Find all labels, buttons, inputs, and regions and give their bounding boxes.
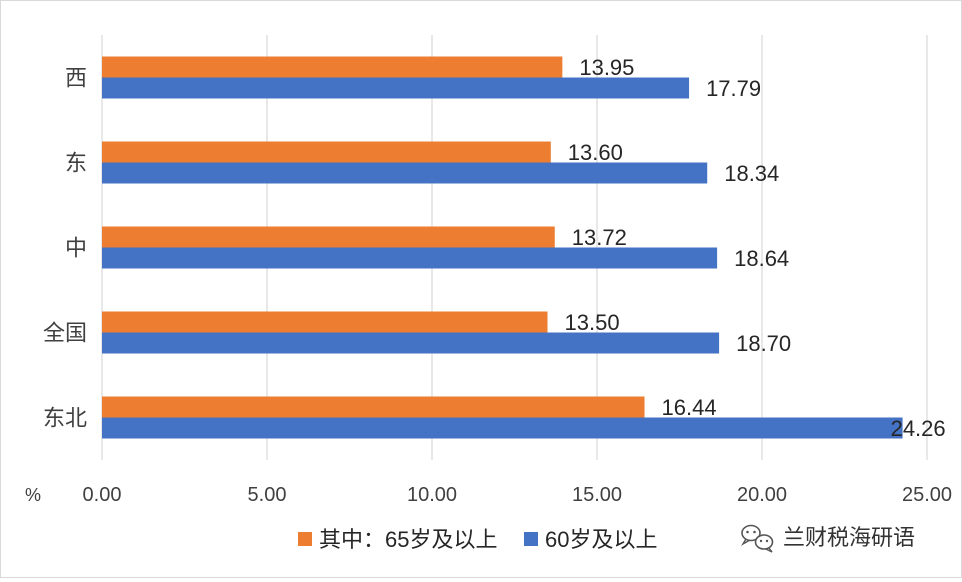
- bar-65plus: [102, 396, 645, 418]
- bars: [102, 56, 903, 439]
- wechat-icon: [741, 524, 774, 553]
- category-label: 全国: [43, 321, 87, 346]
- x-tick-label: 25.00: [902, 484, 952, 506]
- bar-65plus: [102, 56, 563, 78]
- data-label: 13.60: [568, 140, 623, 165]
- bar-60plus: [102, 162, 708, 184]
- bar-60plus: [102, 332, 720, 354]
- data-label: 24.26: [891, 416, 946, 441]
- data-label: 17.79: [706, 76, 761, 101]
- x-tick-label: 0.00: [83, 484, 122, 506]
- category-labels: 东北 全国 中 东 西: [43, 66, 87, 431]
- category-label: 西: [65, 66, 87, 91]
- data-label: 18.64: [734, 246, 789, 271]
- x-tick-label: 15.00: [572, 484, 622, 506]
- bar-60plus: [102, 247, 718, 269]
- data-label: 13.95: [579, 55, 634, 80]
- data-label: 16.44: [662, 395, 717, 420]
- category-label: 东北: [43, 406, 87, 431]
- data-label: 13.72: [572, 225, 627, 250]
- category-label: 中: [65, 236, 87, 261]
- legend-swatch-65: [298, 532, 312, 546]
- bar-60plus: [102, 77, 690, 99]
- watermark-text: 兰财税海研语: [783, 525, 915, 550]
- bar-60plus: [102, 417, 903, 439]
- data-label: 18.34: [724, 161, 779, 186]
- data-labels: 16.44 24.26 13.50 18.70 13.72 18.64 13.60 18.34…: [565, 55, 946, 441]
- x-tick-labels: 0.00 5.00 10.00 15.00 20.00 25.00: [83, 484, 953, 506]
- x-tick-label: 10.00: [407, 484, 457, 506]
- bar-65plus: [102, 226, 555, 248]
- bar-65plus: [102, 311, 548, 333]
- legend-label-60: 60岁及以上: [545, 527, 657, 552]
- legend-label-65: 其中：65岁及以上: [319, 527, 497, 552]
- data-label: 18.70: [736, 331, 791, 356]
- x-tick-label: 20.00: [737, 484, 787, 506]
- data-label: 13.50: [565, 310, 620, 335]
- bar-65plus: [102, 141, 551, 163]
- x-tick-label: 5.00: [248, 484, 287, 506]
- watermark: 兰财税海研语: [741, 524, 915, 553]
- category-label: 东: [65, 151, 87, 176]
- legend: 其中：65岁及以上 60岁及以上: [298, 527, 657, 552]
- legend-swatch-60: [524, 532, 538, 546]
- unit-label: %: [25, 485, 41, 505]
